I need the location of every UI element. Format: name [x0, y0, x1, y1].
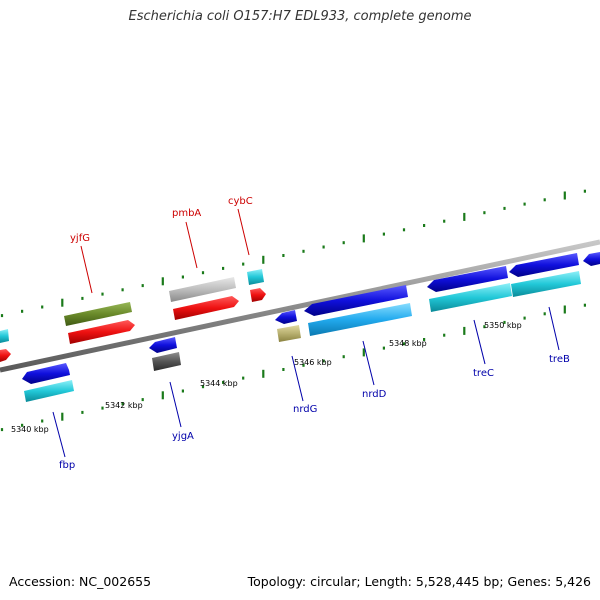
feature-layer — [0, 252, 600, 402]
feature-nrdD-blue — [304, 285, 408, 316]
leader-nrdG — [291, 355, 304, 402]
leader-yjfG — [80, 245, 93, 294]
gene-label-nrdD: nrdD — [362, 389, 387, 400]
feature-fbp — [22, 363, 70, 384]
leader-nrdD — [362, 340, 375, 386]
feature-treC-blue — [427, 266, 508, 292]
feature-red-1 — [68, 320, 135, 344]
scale-label: 5348 kbp — [389, 339, 427, 348]
gene-label-yjgA: yjgA — [172, 431, 194, 442]
feature-nrdD-sky — [308, 303, 412, 336]
map-title: Escherichia coli O157:H7 EDL933, complet… — [128, 9, 472, 24]
tick-rows — [0, 189, 587, 432]
feature-cybC — [247, 269, 264, 285]
leader-lines — [52, 208, 560, 458]
feature-nrdG-blue — [275, 310, 297, 324]
scale-label: 5342 kbp — [105, 401, 143, 410]
leader-fbp — [52, 411, 66, 458]
gene-label-fbp: fbp — [59, 460, 75, 471]
gene-label-yjfG: yjfG — [70, 233, 90, 244]
feature-yjgA-dark — [152, 352, 181, 371]
feature-yjfG — [64, 302, 132, 326]
leader-treB — [548, 306, 560, 351]
leader-cybC — [237, 208, 250, 256]
feature-left-cyan — [0, 329, 9, 343]
leader-treC — [473, 319, 486, 365]
feature-treB-blue — [509, 253, 579, 277]
scale-label: 5350 kbp — [484, 321, 522, 330]
feature-fbp-cyan — [24, 380, 74, 402]
gene-label-treB: treB — [549, 354, 570, 365]
gene-label-treC: treC — [473, 368, 494, 379]
leader-pmbA — [185, 221, 198, 269]
feature-left-red — [0, 349, 11, 362]
feature-red-2 — [173, 296, 239, 320]
scale-label: 5344 kbp — [200, 379, 238, 388]
genome-backbone — [0, 239, 600, 373]
feature-right-blue — [583, 252, 600, 266]
feature-nrdG-khaki — [277, 325, 301, 342]
scale-labels: 5340 kbp 5342 kbp 5344 kbp 5346 kbp 5348… — [11, 321, 522, 434]
leader-yjgA — [169, 381, 182, 428]
feature-treC-cyan — [429, 283, 512, 312]
genome-summary-text: Topology: circular; Length: 5,528,445 bp… — [247, 574, 591, 589]
gene-labels-bottom: fbp yjgA nrdG nrdD treC treB — [59, 354, 570, 471]
feature-yjgA-blue — [149, 337, 177, 353]
accession-text: Accession: NC_002655 — [9, 574, 152, 589]
gene-label-cybC: cybC — [228, 196, 253, 207]
gene-labels-top: yjfG pmbA cybC — [70, 196, 253, 244]
gene-label-pmbA: pmbA — [172, 208, 201, 219]
feature-pmbA-gray — [169, 277, 236, 302]
scale-label: 5340 kbp — [11, 425, 49, 434]
gene-label-nrdG: nrdG — [293, 404, 317, 415]
scale-label: 5346 kbp — [294, 358, 332, 367]
feature-treB-cyan — [511, 271, 581, 297]
feature-red-3 — [250, 288, 266, 302]
